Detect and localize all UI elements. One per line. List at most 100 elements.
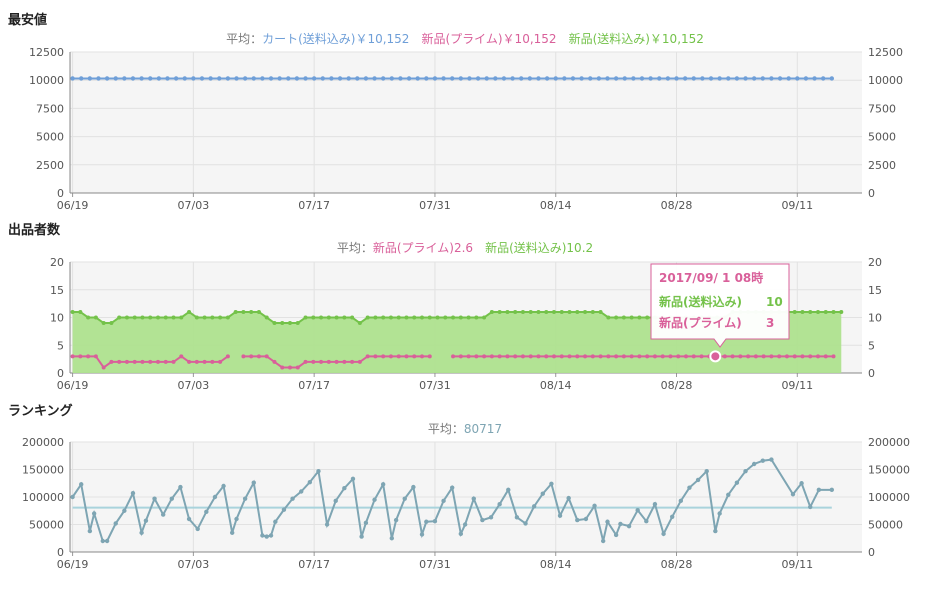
new-shipping-point: [78, 310, 82, 314]
ranking-point: [195, 527, 199, 531]
ranking-point: [243, 496, 247, 500]
price-point: [778, 76, 782, 80]
ranking-point: [204, 510, 208, 514]
new-shipping-point: [94, 316, 98, 320]
y-tick-label-right: 50000: [868, 519, 903, 532]
y-tick-label-left: 7500: [36, 102, 64, 115]
ranking-point: [618, 522, 622, 526]
chart-subtitle: 平均：80717: [428, 422, 502, 436]
new-shipping-point: [241, 310, 245, 314]
price-point: [217, 76, 221, 80]
new-shipping-point: [436, 316, 440, 320]
y-tick-label-left: 10000: [29, 74, 64, 87]
new-shipping-point: [288, 321, 292, 325]
ranking-point: [131, 491, 135, 495]
ranking-point: [523, 521, 527, 525]
price-point: [226, 76, 230, 80]
ranking-point: [761, 459, 765, 463]
new-shipping-point: [412, 316, 416, 320]
ranking-point: [101, 539, 105, 543]
y-tick-label-right: 7500: [868, 102, 896, 115]
price-point: [415, 76, 419, 80]
y-tick-label-right: 2500: [868, 159, 896, 172]
y-tick-label-right: 5000: [868, 131, 896, 144]
sellers-chart[interactable]: 平均：新品(プライム)2.6 新品(送料込み)10.2 0 0 5 5 10 10 15 15 20…: [0, 236, 931, 411]
ranking-point: [549, 482, 553, 486]
y-tick-label-left: 2500: [36, 159, 64, 172]
new-shipping-point: [342, 316, 346, 320]
price-point: [398, 76, 402, 80]
new-shipping-point: [280, 321, 284, 325]
new-shipping-point: [560, 310, 564, 314]
x-tick-label: 06/19: [57, 199, 89, 212]
x-tick-label: 08/28: [661, 199, 693, 212]
ranking-point: [273, 520, 277, 524]
price-point: [519, 76, 523, 80]
y-tick-label-left: 150000: [22, 464, 64, 477]
new-shipping-point: [645, 316, 649, 320]
new-shipping-point: [156, 316, 160, 320]
ranking-point: [635, 508, 639, 512]
y-tick-label-right: 10000: [868, 74, 903, 87]
ranking-point: [558, 514, 562, 518]
ranking-point: [653, 502, 657, 506]
ranking-point: [411, 485, 415, 489]
new-shipping-point: [210, 316, 214, 320]
x-tick-label: 07/17: [298, 379, 330, 392]
new-shipping-point: [358, 321, 362, 325]
ranking-point: [644, 519, 648, 523]
y-tick-label-right: 10: [868, 312, 882, 325]
ranking-point: [661, 532, 665, 536]
new-shipping-point: [800, 310, 804, 314]
tooltip-row-value: 10: [766, 295, 783, 309]
price-point: [571, 76, 575, 80]
price-point: [303, 76, 307, 80]
new-shipping-point: [614, 316, 618, 320]
price-point: [459, 76, 463, 80]
new-shipping-point: [187, 310, 191, 314]
subtitle-part: 新品(プライム)￥10,152: [421, 31, 556, 46]
price-point: [683, 76, 687, 80]
price-point: [562, 76, 566, 80]
price-point: [674, 76, 678, 80]
y-tick-label-left: 5000: [36, 131, 64, 144]
new-shipping-point: [498, 310, 502, 314]
x-tick-label: 07/31: [419, 379, 451, 392]
ranking-point: [372, 498, 376, 502]
new-shipping-point: [606, 316, 610, 320]
new-shipping-point: [630, 316, 634, 320]
new-shipping-point: [404, 316, 408, 320]
y-tick-label-right: 200000: [868, 436, 910, 449]
new-shipping-point: [599, 310, 603, 314]
price-point: [502, 76, 506, 80]
ranking-point: [325, 522, 329, 526]
new-shipping-point: [505, 310, 509, 314]
ranking-point: [605, 520, 609, 524]
y-tick-label-right: 0: [868, 187, 875, 200]
price-point: [157, 76, 161, 80]
ranking-point: [170, 496, 174, 500]
subtitle-part: 平均：: [428, 422, 464, 436]
ranking-point: [390, 536, 394, 540]
new-shipping-point: [397, 316, 401, 320]
price-point: [139, 76, 143, 80]
price-chart[interactable]: 平均：カート(送料込み)￥10,152 新品(プライム)￥10,152 新品(送料込…: [0, 28, 931, 218]
x-tick-label: 07/03: [178, 379, 210, 392]
ranking-point: [480, 518, 484, 522]
new-shipping-point: [218, 316, 222, 320]
new-shipping-point: [583, 310, 587, 314]
ranking-chart[interactable]: 平均：80717 0 0 50000 50000 100000 100000 150000 15…: [0, 417, 931, 589]
price-point: [381, 76, 385, 80]
price-point: [761, 76, 765, 80]
new-shipping-point: [459, 316, 463, 320]
new-shipping-point: [420, 316, 424, 320]
new-shipping-point: [389, 316, 393, 320]
y-tick-label-left: 50000: [29, 519, 64, 532]
new-shipping-point: [86, 316, 90, 320]
highlighted-point: [710, 351, 720, 361]
price-point: [485, 76, 489, 80]
x-tick-label: 08/28: [661, 379, 693, 392]
ranking-point: [265, 534, 269, 538]
y-tick-label-left: 12500: [29, 46, 64, 59]
price-point: [692, 76, 696, 80]
